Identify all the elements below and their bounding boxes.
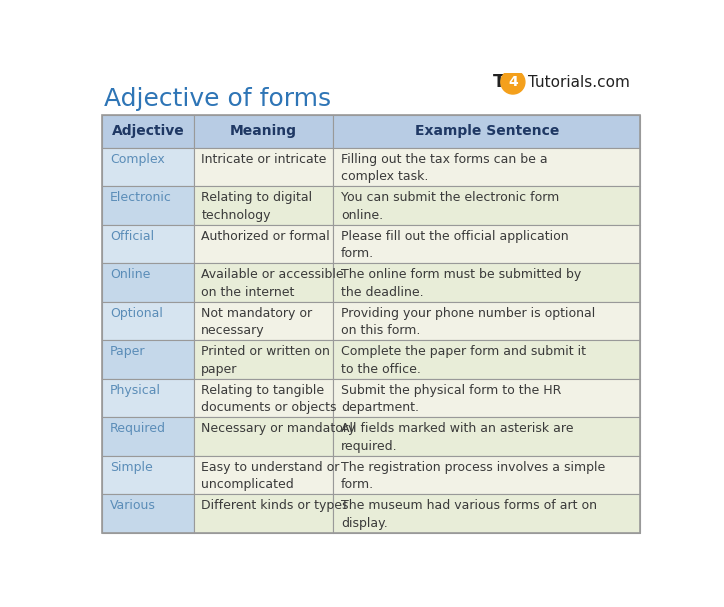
Text: Necessary or mandatory: Necessary or mandatory — [201, 422, 355, 435]
Text: Different kinds or types: Different kinds or types — [201, 500, 349, 512]
Bar — [193, 417, 333, 455]
Text: Required: Required — [110, 422, 166, 435]
Bar — [333, 417, 640, 455]
Bar — [333, 263, 640, 302]
Bar — [102, 340, 193, 379]
Bar — [193, 225, 333, 263]
Text: Meaning: Meaning — [230, 124, 297, 138]
Bar — [102, 379, 193, 417]
Bar — [102, 417, 193, 455]
Text: Filling out the tax forms can be a
complex task.: Filling out the tax forms can be a compl… — [341, 153, 548, 183]
Bar — [102, 148, 193, 186]
Bar — [102, 115, 193, 148]
Bar — [193, 186, 333, 225]
Text: Complete the paper form and submit it
to the office.: Complete the paper form and submit it to… — [341, 345, 586, 376]
Text: The museum had various forms of art on
display.: The museum had various forms of art on d… — [341, 500, 597, 530]
Bar — [193, 455, 333, 494]
Bar — [333, 225, 640, 263]
Text: Online: Online — [110, 268, 151, 282]
Bar — [102, 455, 193, 494]
Text: Simple: Simple — [110, 461, 153, 474]
Text: Electronic: Electronic — [110, 191, 172, 205]
Bar — [102, 115, 640, 532]
Text: Authorized or formal: Authorized or formal — [201, 230, 330, 243]
Text: Not mandatory or
necessary: Not mandatory or necessary — [201, 307, 313, 337]
Bar — [193, 115, 333, 148]
Text: Intricate or intricate: Intricate or intricate — [201, 153, 327, 166]
Bar — [102, 263, 193, 302]
Bar — [102, 225, 193, 263]
Text: Relating to digital
technology: Relating to digital technology — [201, 191, 313, 222]
Text: Easy to understand or
uncomplicated: Easy to understand or uncomplicated — [201, 461, 340, 492]
Bar — [193, 263, 333, 302]
Bar — [333, 379, 640, 417]
Bar — [333, 115, 640, 148]
Text: Available or accessible
on the internet: Available or accessible on the internet — [201, 268, 344, 299]
Bar — [193, 148, 333, 186]
Text: Printed or written on
paper: Printed or written on paper — [201, 345, 330, 376]
Bar — [333, 494, 640, 532]
Text: Example Sentence: Example Sentence — [415, 124, 559, 138]
Text: Submit the physical form to the HR
department.: Submit the physical form to the HR depar… — [341, 384, 562, 415]
Text: All fields marked with an asterisk are
required.: All fields marked with an asterisk are r… — [341, 422, 573, 453]
Bar — [333, 148, 640, 186]
Circle shape — [501, 70, 525, 94]
Bar — [333, 455, 640, 494]
Text: Adjective: Adjective — [111, 124, 184, 138]
Text: Various: Various — [110, 500, 156, 512]
Bar — [102, 302, 193, 340]
Text: Physical: Physical — [110, 384, 161, 397]
Text: Providing your phone number is optional
on this form.: Providing your phone number is optional … — [341, 307, 595, 337]
Bar — [333, 302, 640, 340]
Text: You can submit the electronic form
online.: You can submit the electronic form onlin… — [341, 191, 560, 222]
Text: Relating to tangible
documents or objects: Relating to tangible documents or object… — [201, 384, 337, 415]
Text: Please fill out the official application
form.: Please fill out the official application… — [341, 230, 569, 260]
Text: Paper: Paper — [110, 345, 146, 358]
Bar — [193, 340, 333, 379]
Text: 4: 4 — [508, 75, 518, 89]
Text: Adjective of forms: Adjective of forms — [104, 87, 332, 110]
Text: The registration process involves a simple
form.: The registration process involves a simp… — [341, 461, 605, 492]
Text: Tutorials.com: Tutorials.com — [529, 75, 631, 90]
Text: Optional: Optional — [110, 307, 163, 320]
Text: Official: Official — [110, 230, 154, 243]
Bar — [333, 340, 640, 379]
Bar — [193, 302, 333, 340]
Bar — [193, 494, 333, 532]
Text: The online form must be submitted by
the deadline.: The online form must be submitted by the… — [341, 268, 581, 299]
Bar — [193, 379, 333, 417]
Bar — [102, 186, 193, 225]
Text: Complex: Complex — [110, 153, 164, 166]
Bar — [102, 494, 193, 532]
Text: T: T — [493, 73, 505, 91]
Bar — [333, 186, 640, 225]
